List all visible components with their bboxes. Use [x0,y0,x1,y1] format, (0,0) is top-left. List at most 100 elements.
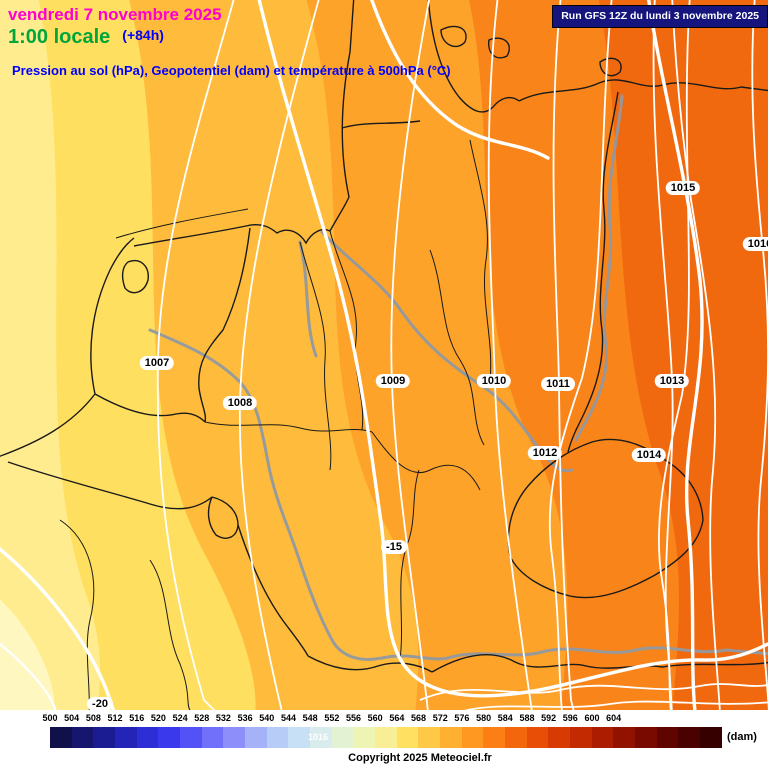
colorbar-tick: 520 [150,713,166,723]
colorbar-tick: 560 [367,713,383,723]
isobar-1012 [548,0,613,710]
colorbar-segment [180,727,202,748]
colorbar-tick: 548 [302,713,318,723]
border-cz [507,438,704,599]
temp-contour-minus15 [257,0,768,698]
river-rhine [148,328,450,661]
colorbar-segment [591,727,614,748]
colorbar-tick: 504 [64,713,80,723]
colorbar-segment [245,727,267,748]
island [488,37,510,59]
colorbar-segment [635,727,657,748]
colorbar-segment [483,727,506,748]
copyright-text: Copyright 2025 Meteociel.fr [348,752,492,764]
colorbar-tick: 532 [215,713,231,723]
geopotential-shading-layer [0,0,768,710]
footer: Copyright 2025 Meteociel.fr [0,748,768,768]
isobar-extra [419,683,768,701]
colorbar-segment [310,727,332,748]
isobar-1016 [751,0,768,710]
colorbar-segment [505,727,527,748]
lake-ijsselmeer [121,260,149,294]
border-nl-de [198,227,251,423]
colorbar-segment [331,727,354,748]
isobar-1008 [238,0,320,710]
river-weser [298,240,318,358]
colorbar-tick: 584 [497,713,513,723]
colorbar-segment [50,727,72,748]
temp-contour-minus20b [0,642,57,710]
colorbar-tick: 580 [476,713,492,723]
colorbar-segment [678,727,701,748]
colorbar-segment [700,727,722,748]
colorbar-tick: 516 [129,713,145,723]
colorbar [50,727,722,748]
colorbar-tick: 592 [541,713,557,723]
colorbar-segment [418,727,441,748]
border-layer [0,0,768,710]
colorbar-tick: 508 [85,713,101,723]
island [440,25,467,48]
colorbar-segment [353,727,376,748]
map-canvas [0,0,768,710]
colorbar-segment [93,727,116,748]
isobar-1014 [657,0,691,710]
temp-contour-east [647,0,704,710]
temp-contour-branch [370,0,550,160]
coastline-baltic-dk [427,0,520,113]
colorbar-segment [201,727,224,748]
border-fr-de [237,524,309,657]
colorbar-segment [71,727,94,748]
coastline-wadden-islands [115,208,249,239]
colorbar-tick: 544 [280,713,296,723]
map-legend-title: Pression au sol (hPa), Geopotentiel (dam… [12,63,451,78]
colorbar-segment [115,727,137,748]
colorbar-tick: 528 [194,713,210,723]
colorbar-segment [613,727,636,748]
forecast-time: 1:00 locale (+84h) [8,26,164,49]
pressure-label: 1008 [222,396,258,410]
pressure-label: 1011 [541,377,575,391]
colorbar-tick: 604 [606,713,622,723]
temp-contour-minus20 [0,547,116,710]
colorbar-ticks: 500 504 508 512 516 520 524 528 532 536 540 544 548 5… [0,710,768,727]
colorbar-segment [570,727,592,748]
colorbar-segment [548,727,571,748]
coastline-benelux [0,237,135,457]
colorbar-tick: 524 [172,713,188,723]
colorbar-tick: 540 [259,713,275,723]
border-luxembourg [207,496,239,539]
colorbar-segment [288,727,311,748]
forecast-offset: (+84h) [122,27,164,43]
colorbar-tick: 576 [454,713,470,723]
colorbar-segment [375,727,397,748]
pressure-label: 1010 [476,374,512,388]
colorbar-segment [396,727,419,748]
colorbar-row: 1016 (dam) [0,727,768,748]
border-at [431,654,768,673]
model-run-info: Run GFS 12Z du lundi 3 novembre 2025 [552,5,768,28]
island [599,57,622,77]
border-dk-de [341,120,421,129]
river-oder [574,94,624,442]
border-nl-be [94,393,206,423]
colorbar-tick: 552 [324,713,340,723]
colorbar-unit: (dam) [727,731,757,743]
pressure-label: 1007 [139,356,175,370]
temperature-label: -20 [87,697,113,711]
border-ch [307,655,433,673]
colorbar-tick: 596 [562,713,578,723]
colorbar-tick: 572 [432,713,448,723]
colorbar-segment [223,727,246,748]
border-be-fr [7,461,213,510]
isobar-1015 [671,0,721,710]
local-time: 1:00 locale [8,26,111,48]
colorbar-segment [526,727,549,748]
pressure-label: 1009 [375,374,411,388]
pressure-label: 1014 [631,448,667,462]
isobar-extra [464,700,768,710]
colorbar-tick: 536 [237,713,253,723]
pressure-label: 1013 [654,374,690,388]
colorbar-segment [440,727,462,748]
